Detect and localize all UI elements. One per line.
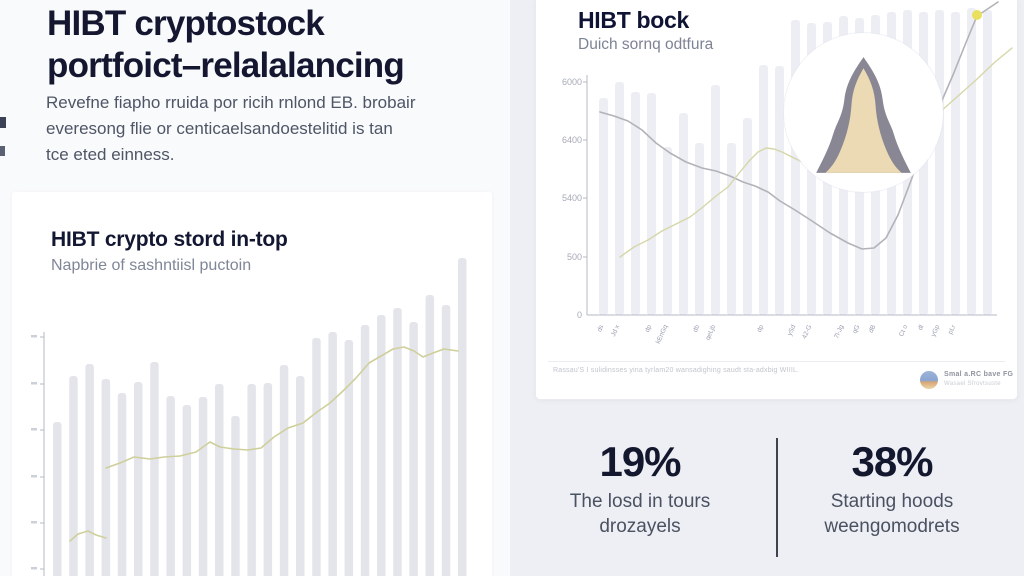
right-card-title: HIBT bock xyxy=(578,7,690,33)
stat-block-1: 19% The losd in tours drozayels xyxy=(525,441,755,539)
intro-paragraph-line2: everesong flie or centicaelsandoesteliti… xyxy=(46,119,393,138)
stat-2-label1: Starting hoods xyxy=(830,491,954,512)
intro-paragraph-line3: tce eted einness. xyxy=(46,145,175,164)
brand-tagline: Wasael Sfrovtsuste xyxy=(944,381,1001,387)
edge-artifact xyxy=(0,146,5,156)
stat-1-label2: drozayels xyxy=(599,516,681,537)
left-card-subtitle: Napbrie of sashntiisl puctoin xyxy=(51,257,252,274)
avatar-person-icon xyxy=(816,57,911,173)
stat-1-label1: The losd in tours xyxy=(569,491,711,512)
stat-1-value: 19% xyxy=(599,438,681,485)
stat-2-value: 38% xyxy=(851,438,933,485)
brand-logo-icon xyxy=(920,371,938,389)
stats-divider xyxy=(776,438,778,557)
right-card-subtitle: Duich sornq odtfura xyxy=(578,36,714,53)
right-card-footer-divider xyxy=(548,361,1005,362)
page-title-line2: portfoict–relalalancing xyxy=(47,46,405,85)
stat-block-2: 38% Starting hoods weengomodrets xyxy=(777,441,1007,539)
left-card-title: HIBT crypto stord in-top xyxy=(51,228,288,251)
edge-artifact xyxy=(0,117,6,128)
right-card-footer-note: Rassau'S I sulidinsses yina tyrlam20 wan… xyxy=(553,367,800,374)
avatar xyxy=(784,33,943,192)
stat-2-label2: weengomodrets xyxy=(824,516,960,537)
brand-name: Smal a.RC bave FG xyxy=(944,371,1014,378)
intro-paragraph-line1: Revefne fiapho rruida por ricih rnlond E… xyxy=(46,93,416,112)
page-title-line1: HIBT cryptostock xyxy=(47,4,325,43)
right-chart-card xyxy=(535,0,1018,400)
